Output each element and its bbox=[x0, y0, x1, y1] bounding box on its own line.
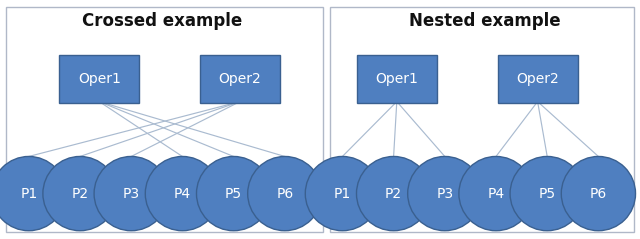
Ellipse shape bbox=[0, 157, 66, 231]
Text: P2: P2 bbox=[72, 187, 88, 201]
Ellipse shape bbox=[459, 157, 533, 231]
FancyBboxPatch shape bbox=[60, 55, 140, 103]
Text: P4: P4 bbox=[488, 187, 504, 201]
Ellipse shape bbox=[561, 157, 636, 231]
Text: Oper1: Oper1 bbox=[376, 72, 418, 86]
FancyBboxPatch shape bbox=[200, 55, 280, 103]
FancyBboxPatch shape bbox=[6, 7, 323, 232]
Text: P4: P4 bbox=[174, 187, 191, 201]
Text: P3: P3 bbox=[123, 187, 140, 201]
Text: P6: P6 bbox=[276, 187, 293, 201]
Ellipse shape bbox=[196, 157, 271, 231]
Ellipse shape bbox=[94, 157, 168, 231]
Ellipse shape bbox=[43, 157, 117, 231]
Ellipse shape bbox=[145, 157, 220, 231]
Ellipse shape bbox=[305, 157, 380, 231]
Text: Oper2: Oper2 bbox=[516, 72, 559, 86]
Text: P1: P1 bbox=[334, 187, 351, 201]
Text: P1: P1 bbox=[20, 187, 37, 201]
Text: P6: P6 bbox=[590, 187, 607, 201]
FancyBboxPatch shape bbox=[330, 7, 634, 232]
Text: Nested example: Nested example bbox=[409, 12, 560, 30]
Text: Crossed example: Crossed example bbox=[82, 12, 242, 30]
Text: Oper1: Oper1 bbox=[78, 72, 120, 86]
Ellipse shape bbox=[510, 157, 584, 231]
FancyBboxPatch shape bbox=[357, 55, 437, 103]
Text: P5: P5 bbox=[225, 187, 242, 201]
Text: P3: P3 bbox=[436, 187, 453, 201]
FancyBboxPatch shape bbox=[498, 55, 578, 103]
Ellipse shape bbox=[408, 157, 482, 231]
Text: P2: P2 bbox=[385, 187, 402, 201]
Ellipse shape bbox=[248, 157, 322, 231]
Text: Oper2: Oper2 bbox=[219, 72, 261, 86]
Ellipse shape bbox=[356, 157, 431, 231]
Text: P5: P5 bbox=[539, 187, 556, 201]
